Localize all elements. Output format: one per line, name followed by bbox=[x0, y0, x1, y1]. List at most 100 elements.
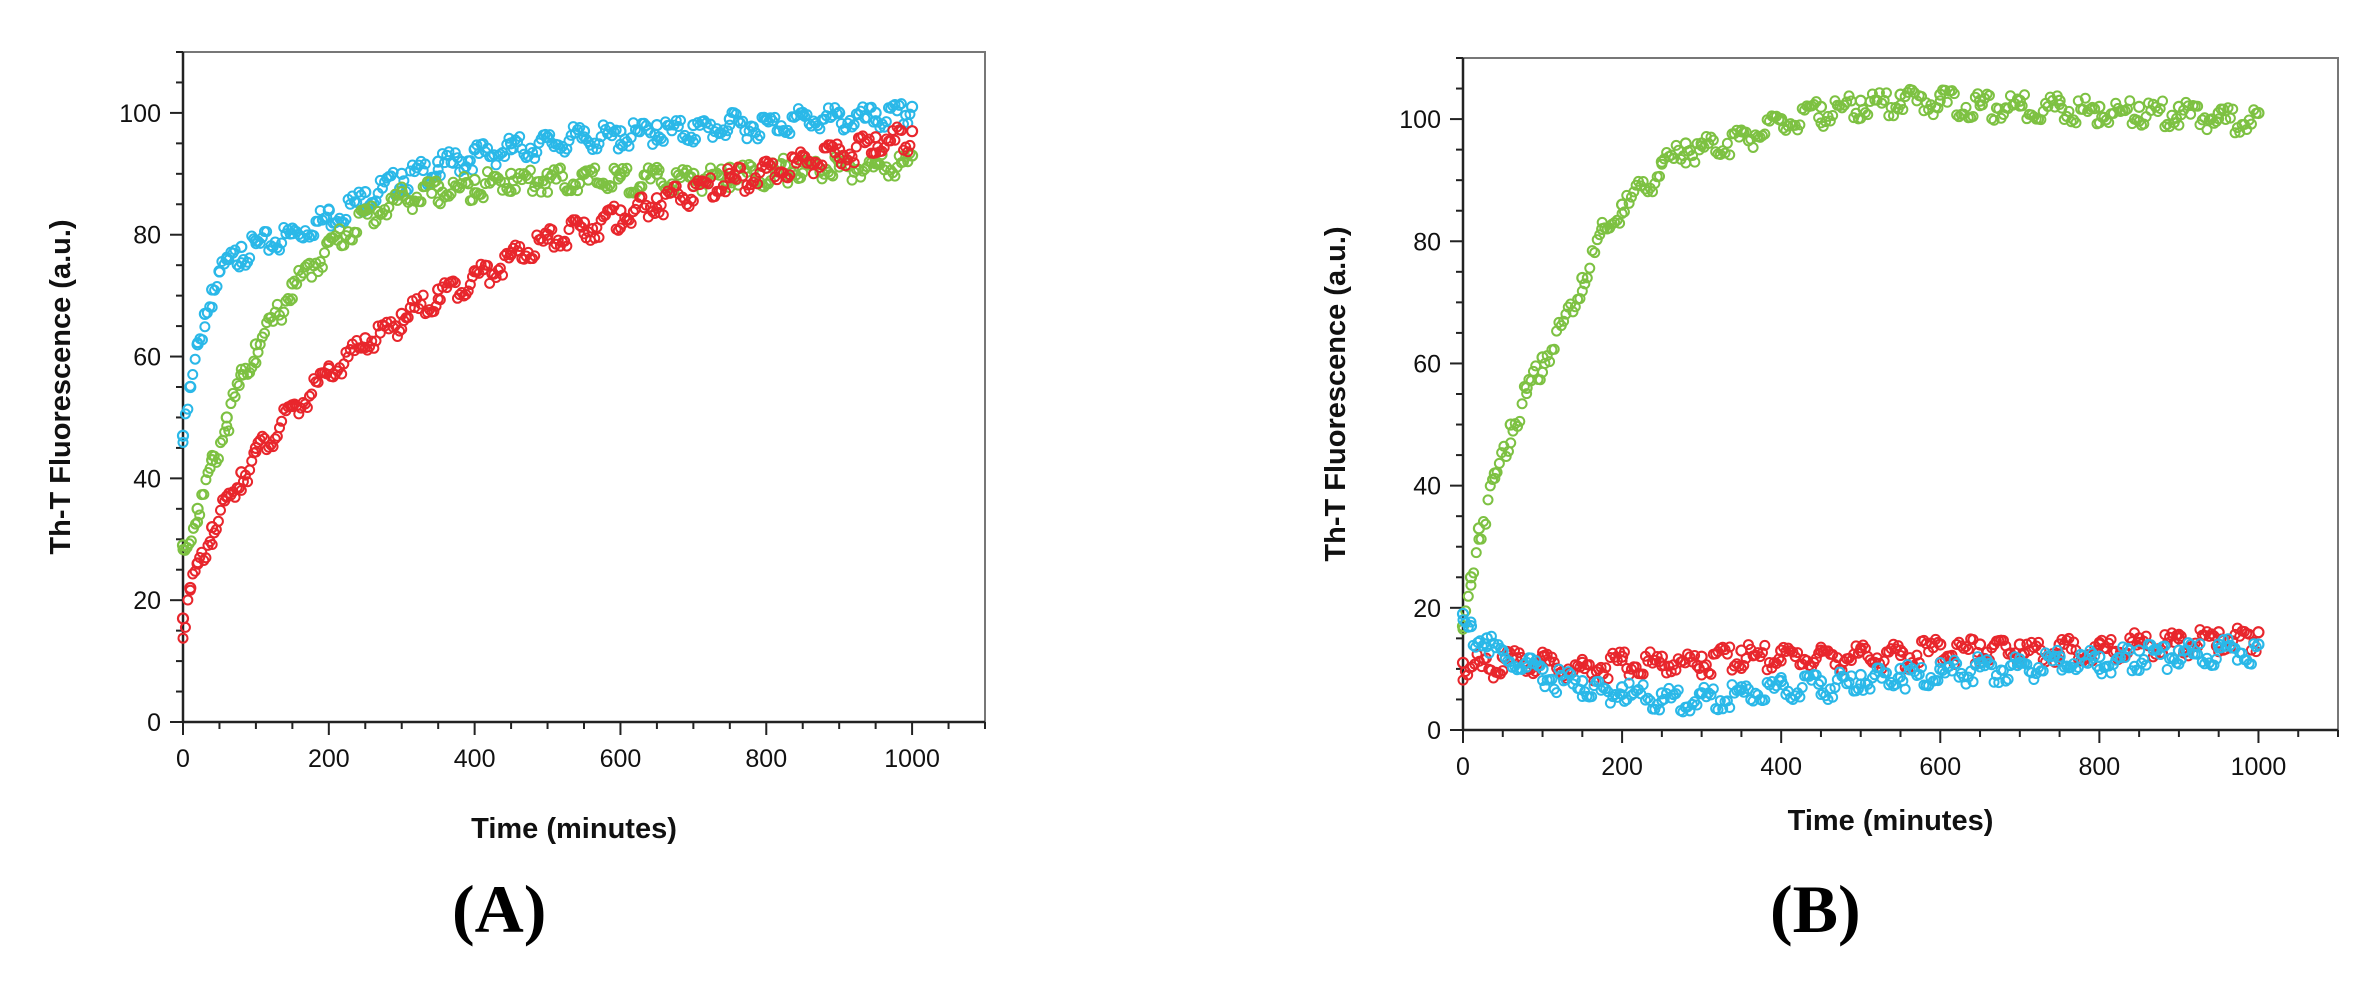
data-point bbox=[445, 188, 457, 200]
data-point bbox=[2212, 638, 2225, 651]
data-point bbox=[2172, 632, 2186, 645]
data-point bbox=[672, 120, 684, 132]
data-point bbox=[1988, 114, 2000, 126]
data-point bbox=[342, 351, 354, 363]
data-point bbox=[514, 131, 526, 143]
data-point bbox=[304, 390, 316, 402]
data-point bbox=[415, 196, 427, 208]
data-point bbox=[717, 180, 729, 192]
data-point bbox=[895, 124, 907, 136]
data-point bbox=[1576, 675, 1589, 688]
data-point bbox=[752, 178, 764, 190]
data-point bbox=[1997, 634, 2009, 646]
chart-panel-a: 0 200 400 600 800 1000 0 20 40 60 80 100 Time (minut… bbox=[45, 51, 986, 845]
data-point bbox=[2192, 100, 2204, 112]
data-point bbox=[319, 247, 331, 259]
data-point bbox=[276, 237, 288, 249]
data-point bbox=[1576, 271, 1589, 285]
data-point bbox=[1749, 649, 1761, 661]
data-point bbox=[1615, 198, 1629, 211]
data-point bbox=[194, 509, 206, 521]
data-point bbox=[872, 157, 884, 169]
data-point bbox=[655, 133, 667, 145]
data-point bbox=[1493, 457, 1505, 469]
data-point bbox=[572, 124, 584, 136]
data-point bbox=[1602, 673, 1614, 685]
data-point bbox=[235, 466, 248, 479]
data-point bbox=[1615, 681, 1629, 694]
data-point bbox=[1534, 660, 1546, 672]
data-point bbox=[189, 353, 201, 365]
data-point bbox=[198, 307, 211, 321]
data-point bbox=[625, 217, 637, 229]
data-point bbox=[261, 226, 273, 238]
data-point bbox=[282, 293, 294, 305]
data-point bbox=[1814, 100, 1828, 113]
data-point bbox=[351, 227, 363, 239]
data-point bbox=[1932, 675, 1944, 687]
data-point bbox=[1813, 678, 1825, 690]
data-point bbox=[1906, 84, 1918, 96]
data-point bbox=[650, 167, 664, 180]
data-point bbox=[2061, 660, 2073, 672]
data-point bbox=[184, 380, 197, 394]
data-point bbox=[542, 186, 554, 198]
data-point bbox=[322, 204, 335, 217]
data-point bbox=[271, 430, 283, 442]
data-point bbox=[443, 190, 455, 202]
data-point bbox=[527, 147, 539, 159]
x-tick-label: 400 bbox=[1760, 753, 1802, 781]
data-point bbox=[1488, 467, 1501, 480]
data-point bbox=[705, 172, 717, 184]
data-point bbox=[206, 301, 218, 313]
data-point bbox=[504, 167, 518, 180]
data-point bbox=[2093, 638, 2106, 651]
data-point bbox=[286, 293, 298, 305]
data-point bbox=[2065, 116, 2077, 128]
data-point bbox=[1814, 644, 1828, 657]
data-point bbox=[212, 453, 224, 465]
data-point bbox=[1934, 88, 1947, 101]
data-point bbox=[561, 240, 573, 252]
data-point bbox=[250, 357, 262, 369]
y-tick-label: 0 bbox=[147, 709, 161, 737]
data-point bbox=[760, 112, 773, 126]
data-point bbox=[1655, 155, 1668, 168]
x-tick-label: 400 bbox=[454, 745, 496, 773]
data-point bbox=[2070, 664, 2082, 676]
data-point bbox=[589, 137, 601, 149]
data-point bbox=[572, 185, 584, 197]
data-point bbox=[2138, 653, 2150, 665]
data-point bbox=[220, 252, 233, 266]
data-point bbox=[398, 175, 410, 187]
data-point bbox=[306, 388, 318, 400]
data-point bbox=[1967, 110, 1979, 122]
data-point bbox=[1960, 678, 1972, 690]
data-point bbox=[2172, 100, 2186, 113]
y-tick-label: 80 bbox=[133, 222, 161, 250]
x-axis-title: Time (minutes) bbox=[1788, 805, 1994, 837]
data-point bbox=[499, 150, 511, 162]
data-point bbox=[269, 236, 281, 248]
data-point bbox=[2157, 95, 2169, 107]
data-point bbox=[214, 504, 226, 516]
data-point bbox=[249, 338, 263, 351]
data-point bbox=[1756, 130, 1768, 142]
data-point bbox=[1934, 662, 1947, 676]
data-point bbox=[1695, 650, 1708, 663]
data-point bbox=[687, 195, 699, 207]
data-point bbox=[825, 139, 837, 151]
data-point bbox=[895, 98, 907, 110]
data-point bbox=[2138, 118, 2150, 130]
data-point bbox=[1986, 659, 1998, 671]
series-1 bbox=[176, 147, 919, 556]
data-point bbox=[1864, 683, 1876, 695]
data-point bbox=[417, 165, 429, 177]
x-tick-label: 600 bbox=[1919, 753, 1961, 781]
data-point bbox=[1505, 437, 1517, 449]
data-point bbox=[840, 122, 852, 134]
data-point bbox=[1489, 472, 1501, 484]
data-point bbox=[1464, 571, 1478, 584]
data-point bbox=[524, 164, 536, 176]
data-point bbox=[614, 125, 627, 138]
